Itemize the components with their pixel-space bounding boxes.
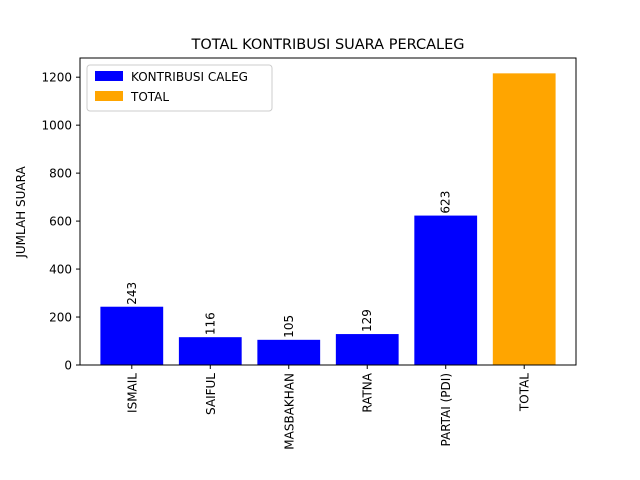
y-tick-label: 200 [49,311,72,325]
bars-layer [100,73,556,365]
plot-frame [79,57,577,366]
x-tick-label: SAIFUL [204,373,218,415]
y-tick-label: 1000 [41,119,72,133]
y-tick-label: 400 [49,263,72,277]
x-tick-label: MASBAKHAN [282,373,296,450]
y-axis-ticks: 0 200 400 600 800 1000 1200 [41,71,80,373]
bar-ismail [100,306,164,365]
y-tick-label: 600 [49,215,72,229]
legend: KONTRIBUSI CALEG TOTAL [86,64,273,112]
bar-total [492,73,556,365]
x-tick-label: TOTAL [518,373,532,412]
bar-data-label: 243 [125,282,139,305]
legend-swatch [95,91,123,101]
x-tick-label: RATNA [361,372,375,412]
bar-saiful [178,337,242,365]
y-tick-label: 0 [64,359,72,373]
chart-title: TOTAL KONTRIBUSI SUARA PERCALEG [191,37,465,53]
bar-masbakhan [257,339,321,365]
data-labels-layer: 243 116 105 129 623 [125,191,453,338]
legend-label: TOTAL [130,90,169,104]
legend-label: KONTRIBUSI CALEG [131,70,248,84]
y-tick-label: 800 [49,167,72,181]
legend-box [86,64,273,112]
legend-swatch [95,71,123,81]
y-axis-label: JUMLAH SUARA [14,166,28,259]
bar-partai-pdi [414,215,478,365]
y-tick-label: 1200 [41,71,72,85]
bar-data-label: 623 [439,191,453,214]
bar-data-label: 129 [360,309,374,332]
bar-data-label: 116 [203,312,217,335]
x-tick-label: PARTAI (PDI) [439,373,453,446]
x-axis-ticks: ISMAIL SAIFUL MASBAKHAN RATNA PARTAI (PDI) TO… [125,365,532,450]
bar-ratna [335,334,399,365]
bar-data-label: 105 [282,315,296,338]
x-tick-label: ISMAIL [125,373,139,413]
